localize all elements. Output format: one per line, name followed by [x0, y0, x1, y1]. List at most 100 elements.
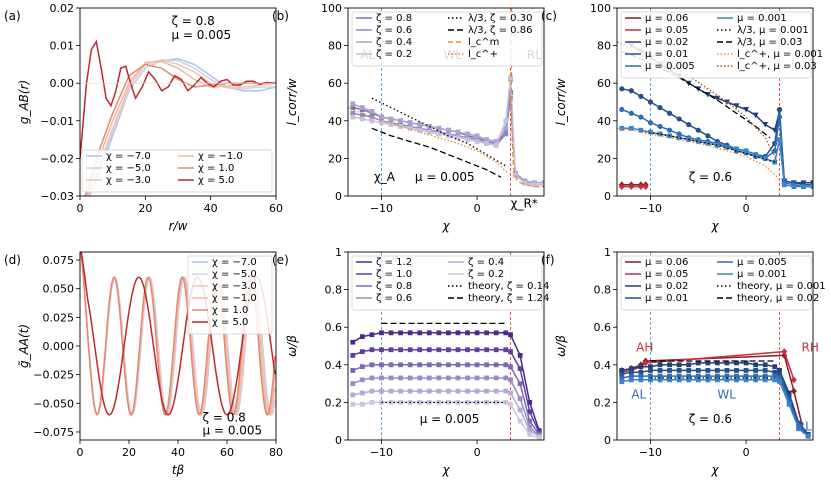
data-point — [777, 137, 782, 142]
data-point — [474, 400, 480, 405]
data-point — [714, 368, 720, 373]
y-tick-label: 80 — [328, 40, 342, 53]
data-point — [417, 375, 423, 381]
data-point — [619, 371, 625, 377]
data-point — [379, 388, 384, 394]
x-tick-label: 0 — [743, 446, 750, 459]
x-axis-label: r/w — [169, 219, 188, 233]
data-point — [647, 99, 654, 105]
data-point — [527, 428, 533, 433]
annotation: ζ = 0.6 — [689, 170, 732, 184]
legend-label: χ = 5.0 — [198, 175, 234, 186]
data-point — [493, 400, 499, 405]
data-point — [772, 369, 778, 375]
annotation: χ_A — [374, 170, 396, 184]
data-point — [796, 426, 802, 432]
data-point — [790, 387, 797, 395]
x-tick-label: 60 — [269, 202, 283, 215]
legend-label: μ = 0.06 — [645, 257, 688, 268]
data-point — [657, 105, 663, 111]
data-point — [436, 362, 442, 368]
data-point — [705, 377, 711, 383]
data-point — [522, 180, 528, 186]
data-point — [695, 360, 701, 366]
data-point — [508, 349, 513, 355]
data-point — [503, 347, 509, 353]
x-tick-label: 0 — [743, 202, 750, 215]
data-point — [724, 144, 730, 150]
data-point — [455, 362, 461, 368]
data-point — [388, 330, 394, 336]
panel-label: (b) — [272, 9, 289, 23]
legend-label: λ/3, ζ = 0.30 — [468, 13, 532, 24]
series-line — [87, 59, 276, 196]
data-point — [359, 390, 365, 396]
data-point — [369, 362, 375, 368]
y-tick-label: 20 — [328, 152, 342, 165]
y-axis-label: ω/β — [554, 335, 568, 357]
data-point — [417, 127, 423, 133]
data-point — [493, 347, 499, 353]
y-tick-label: 0.4 — [325, 359, 343, 372]
data-point — [508, 377, 513, 383]
panel-d: 0 20 40 60 80 −0.075 −0.050 −0.025 0.000 0.025 0.0… — [4, 251, 283, 477]
data-point — [426, 362, 432, 368]
y-tick-label: 40 — [597, 115, 611, 128]
y-tick-label: −0.025 — [33, 369, 74, 382]
x-axis-label: tβ — [172, 463, 185, 477]
data-point — [350, 101, 356, 107]
data-point — [752, 112, 759, 119]
data-point — [474, 330, 480, 336]
data-point — [667, 373, 672, 379]
data-point — [527, 409, 533, 415]
legend-label: ζ = 0.8 — [376, 281, 412, 292]
data-point — [776, 114, 783, 120]
y-tick-label: 0.050 — [43, 283, 75, 296]
data-point — [503, 125, 509, 131]
x-tick-label: −10 — [370, 202, 393, 215]
data-point — [705, 140, 711, 146]
y-tick-label: 20 — [597, 152, 611, 165]
data-point — [369, 109, 375, 114]
data-point — [648, 129, 653, 135]
data-point — [465, 347, 470, 353]
legend: ζ = 1.2ζ = 1.0ζ = 0.8ζ = 0.6 ζ = 0.4ζ = 0… — [351, 255, 549, 311]
data-point — [398, 362, 403, 368]
y-tick-label: 0 — [335, 434, 342, 447]
legend-label: ζ = 1.2 — [376, 257, 412, 268]
data-point — [417, 400, 423, 405]
data-point — [638, 364, 644, 370]
data-point — [426, 347, 432, 353]
data-point — [436, 131, 442, 137]
data-point — [743, 107, 750, 113]
annotation: AL — [631, 388, 646, 402]
data-point — [786, 401, 792, 407]
data-point — [359, 377, 365, 383]
axes-frame — [347, 7, 545, 197]
data-point — [445, 388, 451, 394]
data-point — [350, 381, 356, 386]
legend-label: μ = 0.005 — [645, 61, 695, 72]
data-point — [642, 359, 649, 367]
data-point — [369, 400, 375, 405]
data-point — [777, 371, 782, 377]
series-line — [371, 127, 502, 178]
legend-box — [620, 11, 812, 79]
data-point — [517, 366, 523, 371]
data-point — [465, 362, 470, 368]
axes-frame — [347, 251, 545, 441]
legend-label: λ/3, μ = 0.03 — [737, 37, 802, 48]
data-point — [762, 362, 768, 368]
legend-label: theory, μ = 0.001 — [737, 281, 826, 292]
data-point — [503, 131, 509, 137]
legend-label: ζ = 0.2 — [468, 269, 504, 280]
legend-label: ζ = 0.8 — [376, 13, 412, 24]
y-tick-label: 0 — [604, 190, 611, 203]
data-point — [484, 375, 490, 381]
data-point — [503, 330, 509, 336]
data-point — [388, 400, 394, 405]
data-point — [465, 137, 470, 142]
annotation: μ = 0.005 — [203, 423, 263, 437]
axes-frame — [616, 7, 814, 197]
data-point — [350, 392, 356, 398]
